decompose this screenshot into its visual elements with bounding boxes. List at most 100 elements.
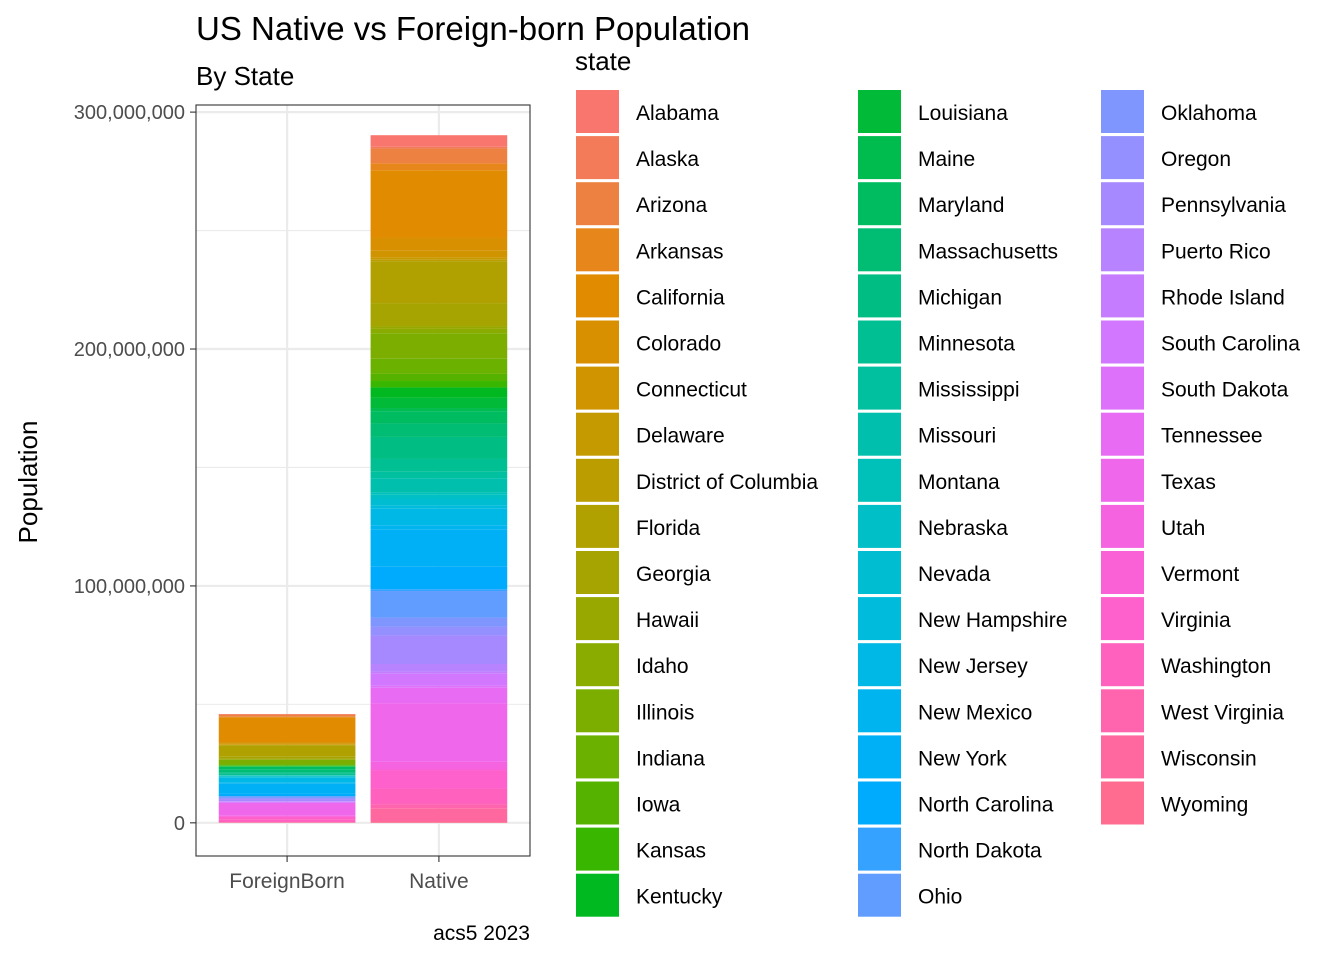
bar-segment-native-utah: [370, 761, 508, 770]
legend-item-illinois: Illinois: [576, 689, 694, 733]
legend-key-idaho: [576, 643, 619, 687]
bar-segment-native-oklahoma: [370, 617, 508, 627]
bar-segment-foreignborn-indiana: [218, 764, 356, 765]
legend-label-wisconsin: Wisconsin: [1161, 747, 1257, 770]
legend-label-new-jersey: New Jersey: [918, 655, 1028, 678]
legend-key-west-virginia: [1101, 689, 1144, 733]
bar-segment-native-wyoming: [370, 821, 508, 823]
legend-key-wisconsin: [1101, 735, 1144, 779]
legend-key-maine: [858, 136, 901, 180]
y-tick-label: 300,000,000: [74, 102, 185, 124]
bar-segment-foreignborn-michigan: [218, 772, 356, 774]
legend-key-south-carolina: [1101, 320, 1144, 364]
legend-label-alaska: Alaska: [636, 148, 699, 171]
legend-item-texas: Texas: [1101, 458, 1216, 502]
legend-item-puerto-rico: Puerto Rico: [1101, 228, 1271, 272]
bar-segment-native-nebraska: [370, 494, 508, 500]
legend-key-georgia: [576, 551, 619, 594]
legend-label-south-carolina: South Carolina: [1161, 333, 1300, 356]
legend-item-oklahoma: Oklahoma: [1101, 90, 1257, 133]
legend-label-district-of-columbia: District of Columbia: [636, 471, 818, 494]
legend-item-massachusetts: Massachusetts: [858, 228, 1058, 272]
legend-label-montana: Montana: [918, 471, 1000, 494]
legend-key-south-dakota: [1101, 366, 1144, 410]
legend-item-alaska: Alaska: [576, 136, 699, 180]
legend-item-arizona: Arizona: [576, 182, 708, 226]
bar-segment-native-north-carolina: [370, 566, 508, 590]
legend-item-colorado: Colorado: [576, 320, 721, 364]
legend-item-alabama: Alabama: [576, 90, 719, 133]
y-axis-label: Population: [13, 421, 43, 544]
x-tick-label: Native: [409, 870, 469, 893]
legend-item-connecticut: Connecticut: [576, 366, 747, 410]
legend-key-new-hampshire: [858, 597, 901, 641]
legend-label-hawaii: Hawaii: [636, 609, 699, 632]
legend-label-mississippi: Mississippi: [918, 379, 1020, 402]
legend-key-oklahoma: [1101, 90, 1144, 133]
legend-item-west-virginia: West Virginia: [1101, 689, 1284, 733]
legend-label-puerto-rico: Puerto Rico: [1161, 240, 1271, 263]
legend-key-oregon: [1101, 136, 1144, 180]
legend-key-hawaii: [576, 597, 619, 641]
legend-item-indiana: Indiana: [576, 735, 705, 779]
bar-segment-foreignborn-north-carolina: [218, 793, 356, 797]
legend-key-pennsylvania: [1101, 182, 1144, 226]
bar-segment-foreignborn-maryland: [218, 766, 356, 770]
bar-segment-foreignborn-georgia: [218, 756, 356, 759]
legend-item-arkansas: Arkansas: [576, 228, 724, 272]
bar-segment-native-pennsylvania: [370, 635, 508, 665]
legend-item-north-dakota: North Dakota: [858, 827, 1042, 871]
bar-segment-native-minnesota: [370, 458, 508, 472]
bar-segment-foreignborn-south-carolina: [218, 801, 356, 803]
x-tick-label: ForeignBorn: [229, 870, 345, 893]
legend-title: state: [575, 46, 631, 76]
bar-segment-foreignborn-utah: [218, 815, 356, 817]
legend-key-florida: [576, 504, 619, 548]
legend-key-missouri: [858, 412, 901, 456]
legend-item-minnesota: Minnesota: [858, 320, 1015, 364]
bar-segment-native-vermont: [370, 769, 508, 771]
legend-label-maryland: Maryland: [918, 194, 1004, 217]
bar-segment-native-virginia: [370, 770, 508, 789]
bar-segment-native-delaware: [370, 257, 508, 260]
bar-segment-native-maine: [370, 408, 508, 412]
bar-segment-foreignborn-pennsylvania: [218, 799, 356, 802]
legend-label-louisiana: Louisiana: [918, 102, 1008, 125]
legend-label-colorado: Colorado: [636, 333, 721, 356]
legend-label-rhode-island: Rhode Island: [1161, 286, 1285, 309]
legend-label-maine: Maine: [918, 148, 975, 171]
legend-item-utah: Utah: [1101, 504, 1205, 548]
bar-segment-foreignborn-massachusetts: [218, 769, 356, 773]
legend-label-california: California: [636, 286, 725, 309]
bar-segment-native-ohio: [370, 591, 508, 618]
bar-segment-native-wisconsin: [370, 808, 508, 822]
legend-key-wyoming: [1101, 781, 1144, 825]
bar-segment-native-michigan: [370, 436, 508, 459]
bar-segment-native-idaho: [370, 328, 508, 334]
legend-label-ohio: Ohio: [918, 886, 962, 909]
legend-key-louisiana: [858, 90, 901, 133]
legend-item-washington: Washington: [1101, 643, 1271, 687]
bar-segment-foreignborn-ohio: [218, 796, 356, 798]
legend-label-nebraska: Nebraska: [918, 517, 1008, 540]
bar-segment-native-new-york: [370, 529, 508, 567]
bar-segment-native-tennessee: [370, 687, 508, 704]
legend-key-texas: [1101, 458, 1144, 502]
plot-panel: [195, 104, 531, 857]
bar-segment-native-south-carolina: [370, 673, 508, 686]
legend-label-oregon: Oregon: [1161, 148, 1231, 171]
legend-key-puerto-rico: [1101, 228, 1144, 272]
bar-segment-foreignborn-california: [218, 717, 356, 743]
bar-segment-foreignborn-hawaii: [218, 758, 356, 760]
bar-segment-native-alabama: [370, 135, 508, 147]
legend-key-north-dakota: [858, 827, 901, 871]
legend-label-oklahoma: Oklahoma: [1161, 102, 1257, 125]
legend-label-iowa: Iowa: [636, 794, 681, 817]
legend-key-california: [576, 274, 619, 318]
legend-item-south-dakota: South Dakota: [1101, 366, 1289, 410]
bar-segment-native-indiana: [370, 358, 508, 374]
legend-label-minnesota: Minnesota: [918, 333, 1015, 356]
legend-key-tennessee: [1101, 412, 1144, 456]
legend-label-missouri: Missouri: [918, 425, 996, 448]
bar-segment-native-new-hampshire: [370, 505, 508, 509]
